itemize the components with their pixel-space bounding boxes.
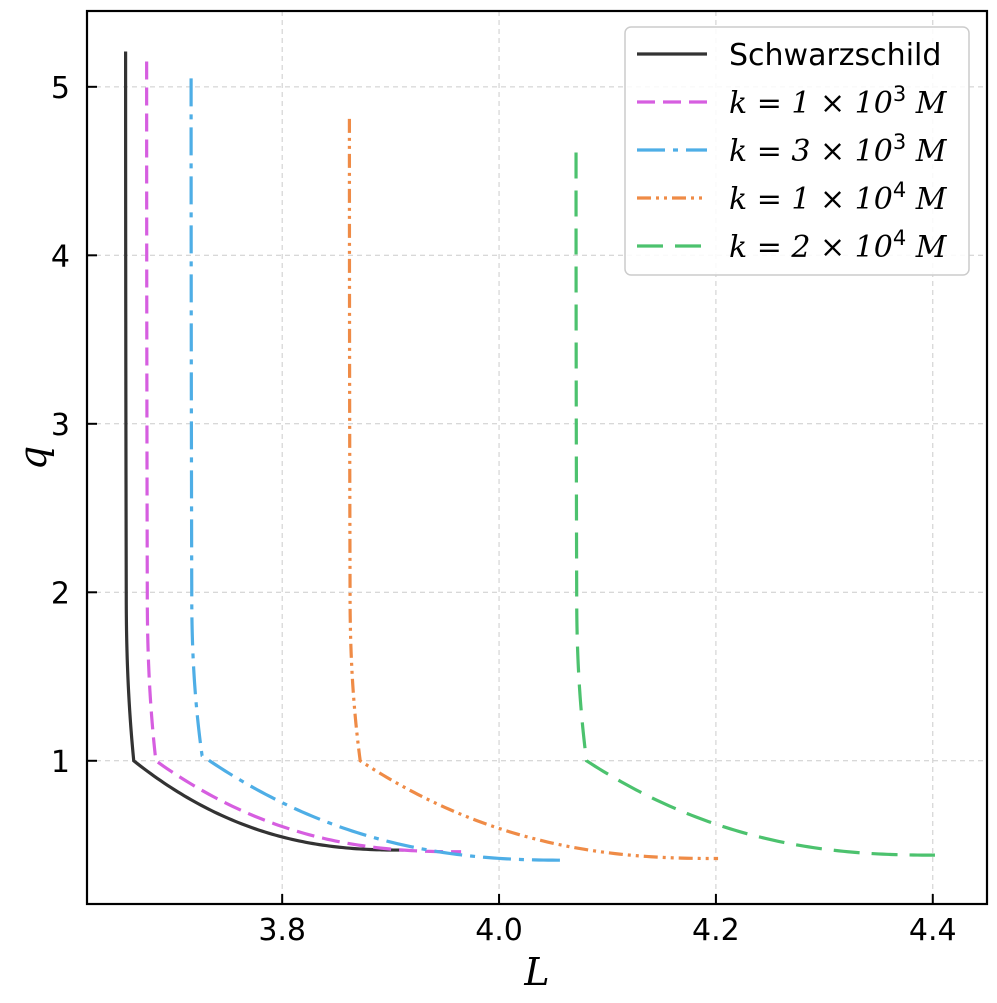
- series-line: [124, 51, 404, 852]
- legend-label: k = 1 × 103 M: [729, 82, 948, 121]
- y-tick-label: 3: [51, 408, 70, 443]
- series-line: [189, 78, 567, 862]
- series-line: [347, 118, 719, 861]
- series-layer: [124, 51, 935, 862]
- ticks: 3.8 4.0 4.2 4.4 1 2 3 4 5: [51, 71, 957, 948]
- legend-label: k = 2 × 104 M: [729, 226, 948, 265]
- x-tick-label: 4.4: [909, 913, 957, 948]
- series-line: [574, 152, 935, 857]
- legend-label: k = 3 × 103 M: [729, 130, 948, 169]
- legend-label-tail: M: [906, 182, 948, 217]
- legend-label-exponent: 4: [893, 226, 906, 250]
- legend-label-base: k = 1 × 10: [729, 86, 893, 121]
- legend-label-exponent: 4: [893, 178, 906, 202]
- legend-label-base: k = 1 × 10: [729, 182, 893, 217]
- x-axis-title: L: [523, 950, 549, 994]
- y-tick-label: 1: [51, 745, 70, 780]
- x-tick-label: 4.0: [475, 913, 523, 948]
- y-tick-label: 2: [51, 576, 70, 611]
- legend-box: [624, 26, 970, 276]
- y-axis-title: q: [11, 446, 55, 470]
- legend-label-tail: M: [906, 86, 948, 121]
- legend-label-tail: M: [906, 230, 948, 265]
- legend-label-tail: M: [906, 134, 948, 169]
- y-tick-label: 5: [51, 71, 70, 106]
- x-tick-label: 3.8: [258, 913, 306, 948]
- legend-label-base: k = 3 × 10: [729, 134, 893, 169]
- x-tick-label: 4.2: [692, 913, 740, 948]
- legend-label-text: Schwarzschild: [729, 38, 941, 73]
- legend-label-base: k = 2 × 10: [729, 230, 893, 265]
- legend-label: k = 1 × 104 M: [729, 178, 948, 217]
- legend-label-exponent: 3: [893, 82, 906, 106]
- legend-label-exponent: 3: [893, 130, 906, 154]
- y-tick-label: 4: [51, 239, 70, 274]
- series-line: [145, 61, 462, 854]
- legend-label: Schwarzschild: [729, 38, 941, 73]
- plot-frame: [85, 9, 989, 906]
